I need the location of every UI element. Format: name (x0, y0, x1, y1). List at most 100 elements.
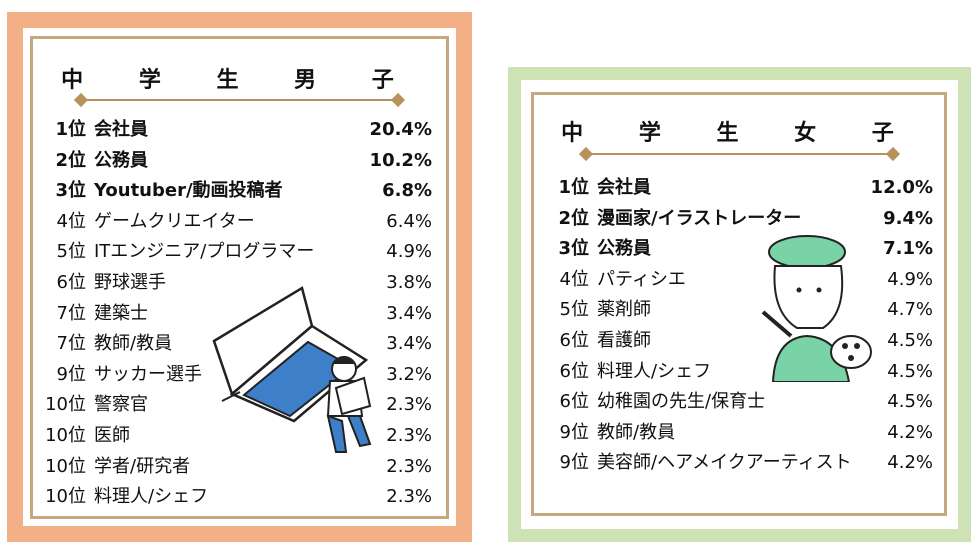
girls-row-pct: 7.1% (883, 238, 933, 260)
boys-rank-row: 1位 会社員 20.4% (34, 116, 432, 144)
boys-row-job: 料理人/シェフ (94, 486, 209, 508)
girls-row-rank: 6位 (559, 360, 589, 382)
boys-row-rank: 6位 (56, 272, 86, 293)
girls-row-pct: 12.0% (870, 177, 933, 198)
boys-rank-row: 4位 ゲームクリエイター 6.4% (34, 208, 432, 236)
boys-row-rank: 10位 (45, 394, 86, 416)
boys-row-job: 医師 (94, 425, 130, 446)
boys-row-rank: 2位 (55, 149, 86, 171)
girls-rank-row: 5位 薬剤師 4.7% (537, 296, 933, 324)
boys-row-pct: 3.8% (386, 272, 432, 293)
boys-rank-row: 10位 料理人/シェフ 2.3% (34, 483, 432, 511)
boys-row-pct: 6.4% (386, 210, 432, 232)
girls-row-rank: 2位 (558, 207, 589, 229)
girls-rank-row: 6位 幼稚園の先生/保育士 4.5% (537, 388, 933, 416)
boys-row-rank: 10位 (45, 425, 86, 446)
girls-row-job: 会社員 (597, 177, 651, 198)
boys-row-job: 警察官 (94, 394, 148, 416)
painter-girl-illustration (761, 235, 872, 382)
girls-row-job: 看護師 (597, 330, 651, 351)
boys-rank-row: 2位 公務員 10.2% (34, 147, 432, 175)
boys-panel-frame (30, 36, 449, 519)
boys-row-rank: 4位 (56, 210, 86, 232)
girls-row-rank: 9位 (559, 452, 589, 474)
girls-rank-row: 6位 看護師 4.5% (537, 327, 933, 355)
girls-row-pct: 9.4% (883, 207, 933, 229)
girls-row-rank: 1位 (558, 177, 589, 198)
boys-row-rank: 7位 (56, 333, 86, 355)
girls-row-pct: 4.7% (887, 299, 933, 321)
boys-rank-row: 9位 サッカー選手 3.2% (34, 361, 432, 389)
girls-title: 中 学 生 女 子 (561, 121, 918, 146)
boys-row-pct: 3.4% (386, 333, 432, 355)
boys-rank-row: 7位 教師/教員 3.4% (34, 330, 432, 358)
girls-row-job: 料理人/シェフ (597, 360, 712, 382)
girls-row-job: 美容師/ヘアメイクアーティスト (597, 452, 852, 474)
girls-row-rank: 5位 (559, 299, 589, 321)
girls-row-rank: 6位 (559, 330, 589, 351)
boys-row-job: 教師/教員 (94, 333, 173, 355)
boys-row-job: ITエンジニア/プログラマー (94, 241, 315, 263)
boys-panel-inner: 中 学 生 男 子 1位 会社員 20.4% 2位 公務員 10.2% 3位 Youtuber… (23, 28, 456, 526)
girls-row-pct: 4.5% (887, 360, 933, 382)
boys-row-pct: 6.8% (382, 180, 432, 202)
girls-row-job: パティシエ (597, 268, 686, 290)
boys-row-pct: 3.2% (386, 363, 432, 385)
boys-row-pct: 2.3% (386, 425, 432, 446)
boys-row-pct: 2.3% (386, 455, 432, 477)
girls-rank-row: 9位 美容師/ヘアメイクアーティスト 4.2% (537, 449, 933, 477)
boys-row-pct: 20.4% (369, 119, 432, 140)
boys-row-pct: 3.4% (386, 302, 432, 324)
girls-rank-row: 1位 会社員 12.0% (537, 174, 933, 202)
girls-row-job: 幼稚園の先生/保育士 (597, 391, 766, 413)
boys-row-pct: 2.3% (386, 394, 432, 416)
boys-rank-row: 7位 建築士 3.4% (34, 300, 432, 328)
boys-row-rank: 10位 (45, 486, 86, 508)
girls-row-rank: 4位 (559, 268, 589, 290)
girls-row-job: 公務員 (597, 238, 651, 260)
girls-row-pct: 4.2% (887, 452, 933, 474)
girls-rank-row: 6位 料理人/シェフ 4.5% (537, 358, 933, 386)
girls-row-pct: 4.5% (887, 330, 933, 351)
girls-panel-frame (531, 92, 947, 516)
boys-rank-row: 10位 学者/研究者 2.3% (34, 453, 432, 481)
boys-title: 中 学 生 男 子 (61, 68, 418, 93)
boys-row-rank: 3位 (55, 180, 86, 202)
girls-row-rank: 6位 (559, 391, 589, 413)
girls-row-job: 薬剤師 (597, 299, 651, 321)
girls-rank-row: 2位 漫画家/イラストレーター 9.4% (537, 205, 933, 233)
boys-row-job: 野球選手 (94, 272, 166, 293)
boys-rank-row: 10位 医師 2.3% (34, 422, 432, 450)
girls-rank-row: 4位 パティシエ 4.9% (537, 266, 933, 294)
girls-row-rank: 9位 (559, 421, 589, 443)
girls-row-job: 漫画家/イラストレーター (597, 207, 802, 229)
boys-rank-row: 3位 Youtuber/動画投稿者 6.8% (34, 177, 432, 205)
boys-row-rank: 9位 (56, 363, 86, 385)
boys-row-job: 公務員 (94, 149, 148, 171)
laptop-boy-illustration (212, 286, 372, 453)
girls-row-pct: 4.2% (887, 421, 933, 443)
boys-row-job: 学者/研究者 (94, 455, 191, 477)
boys-row-job: 建築士 (94, 302, 148, 324)
boys-row-job: ゲームクリエイター (94, 210, 255, 232)
girls-row-pct: 4.9% (887, 268, 933, 290)
boys-row-job: 会社員 (94, 119, 148, 140)
girls-panel-inner: 中 学 生 女 子 1位 会社員 12.0% 2位 漫画家/イラストレーター 9.4% 3位… (521, 80, 958, 529)
boys-row-rank: 7位 (56, 302, 86, 324)
boys-rank-row: 10位 警察官 2.3% (34, 391, 432, 419)
boys-row-rank: 1位 (55, 119, 86, 140)
boys-row-job: Youtuber/動画投稿者 (94, 180, 283, 202)
boys-row-pct: 10.2% (369, 149, 432, 171)
girls-title-divider (578, 146, 901, 162)
boys-title-divider (73, 92, 406, 108)
boys-row-rank: 10位 (45, 455, 86, 477)
girls-rank-row: 3位 公務員 7.1% (537, 235, 933, 263)
boys-ranking-panel: 中 学 生 男 子 1位 会社員 20.4% 2位 公務員 10.2% 3位 Youtuber… (7, 12, 472, 542)
girls-row-rank: 3位 (558, 238, 589, 260)
girls-row-pct: 4.5% (887, 391, 933, 413)
girls-row-job: 教師/教員 (597, 421, 676, 443)
boys-row-pct: 2.3% (386, 486, 432, 508)
boys-rank-row: 6位 野球選手 3.8% (34, 269, 432, 297)
girls-rank-row: 9位 教師/教員 4.2% (537, 419, 933, 447)
boys-row-pct: 4.9% (386, 241, 432, 263)
